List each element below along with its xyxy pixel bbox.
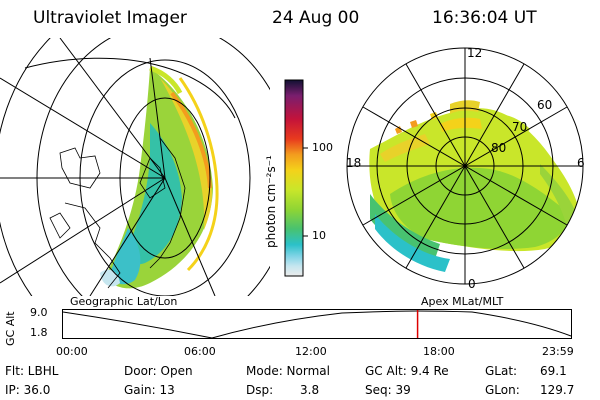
ip-info: IP: 36.0 bbox=[5, 383, 51, 397]
colorbar-tick-100: 100 bbox=[312, 141, 333, 154]
timeline-ytick-high: 9.0 bbox=[30, 306, 48, 319]
polar-mlat-mlt-map bbox=[346, 47, 584, 285]
gc-alt-info: GC Alt: 9.4 Re bbox=[365, 364, 449, 378]
dsp-label: Dsp: bbox=[246, 383, 274, 397]
timeline-xtick-1200: 12:00 bbox=[295, 345, 327, 358]
dsp-value: 3.8 bbox=[300, 383, 320, 397]
gain-info: Gain: 13 bbox=[124, 383, 175, 397]
colorbar-tick-10: 10 bbox=[312, 229, 326, 242]
auroral-emission-polar bbox=[369, 100, 580, 272]
colorbar bbox=[284, 79, 308, 277]
timeline-ytick-low: 1.8 bbox=[30, 326, 48, 339]
timeline-xtick-0000: 00:00 bbox=[56, 345, 88, 358]
polar-caption: Apex MLat/MLT bbox=[421, 295, 504, 308]
colorbar-unit-label: photon cm⁻²s⁻¹ bbox=[264, 155, 278, 248]
coastlines bbox=[49, 137, 186, 289]
timeline-axis-label: GC Alt bbox=[4, 311, 17, 346]
glon-value: 129.7 bbox=[540, 383, 575, 397]
mlat-label-70: 70 bbox=[512, 120, 528, 134]
glat-label: GLat: bbox=[485, 364, 518, 378]
date-label: 24 Aug 00 bbox=[272, 8, 360, 28]
filter-info: Flt: LBHL bbox=[5, 364, 59, 378]
timeline-xtick-1800: 18:00 bbox=[423, 345, 455, 358]
mlt-label-12: 12 bbox=[467, 46, 483, 60]
time-label: 16:36:04 UT bbox=[432, 8, 537, 28]
geographic-map bbox=[0, 38, 270, 296]
mlt-label-6: 6 bbox=[577, 156, 585, 170]
mlat-label-80: 80 bbox=[491, 141, 507, 155]
mode-info: Mode: Normal bbox=[246, 364, 330, 378]
geo-grid bbox=[0, 38, 270, 296]
orbit-timeline bbox=[62, 309, 572, 339]
glat-value: 69.1 bbox=[540, 364, 567, 378]
polar-grid bbox=[346, 47, 584, 285]
mlt-label-18: 18 bbox=[346, 156, 362, 170]
timeline-xtick-0600: 06:00 bbox=[184, 345, 216, 358]
glon-label: GLon: bbox=[485, 383, 520, 397]
door-info: Door: Open bbox=[124, 364, 193, 378]
timeline-xtick-2359: 23:59 bbox=[542, 345, 574, 358]
mlt-label-0: 0 bbox=[468, 277, 476, 291]
geographic-caption: Geographic Lat/Lon bbox=[70, 295, 178, 308]
instrument-title: Ultraviolet Imager bbox=[33, 8, 187, 28]
seq-info: Seq: 39 bbox=[365, 383, 411, 397]
mlat-label-60: 60 bbox=[537, 98, 553, 112]
